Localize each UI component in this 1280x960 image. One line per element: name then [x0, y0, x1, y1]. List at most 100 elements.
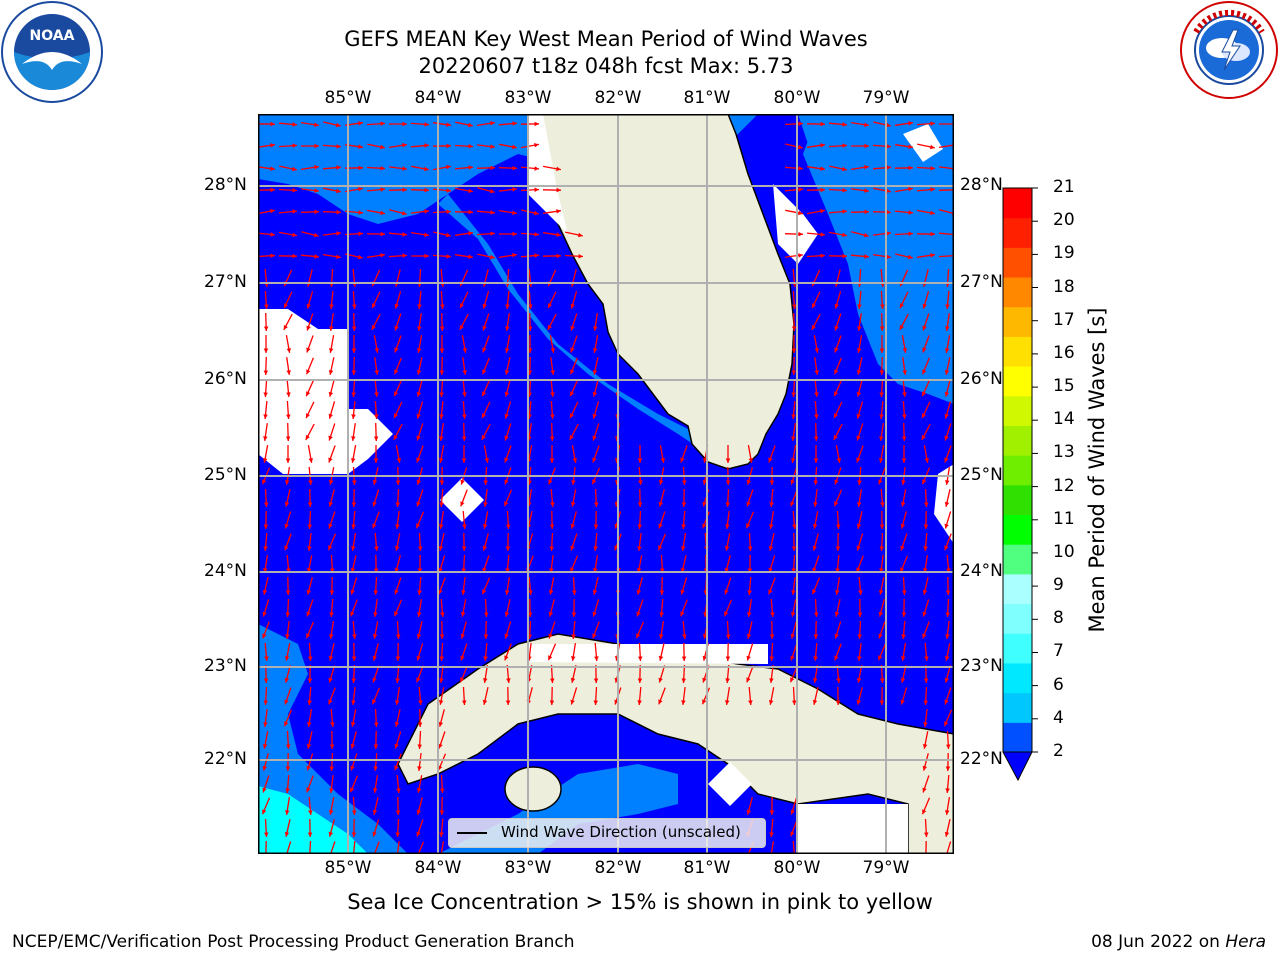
wave-direction-arrowhead [285, 590, 291, 595]
wave-direction-arrowhead [792, 700, 797, 705]
wave-direction-arrowhead [747, 568, 753, 573]
wave-direction-arrowhead [681, 546, 686, 551]
wave-direction-arrowhead [373, 436, 379, 441]
wave-direction-arrowhead [556, 253, 561, 259]
wave-direction-arrowhead [482, 545, 487, 551]
wave-direction-arrowhead [307, 722, 312, 727]
wave-direction-arrowhead [263, 722, 268, 727]
undefined-northeast [903, 124, 943, 162]
wave-direction-arrowhead [270, 121, 275, 127]
colorbar-tick-label: 7 [1053, 641, 1064, 662]
wave-direction-arrowhead [534, 143, 539, 148]
wave-direction-arrowhead [724, 546, 730, 551]
wave-direction-arrowhead [351, 832, 357, 837]
wave-direction-arrowhead [336, 254, 341, 259]
wave-direction-arrowhead [336, 165, 341, 170]
wave-direction-arrowhead [512, 210, 517, 215]
wave-direction-arrowhead [504, 633, 509, 639]
wave-direction-arrowhead [417, 348, 422, 353]
wave-direction-arrowhead [380, 210, 385, 215]
wave-direction-arrowhead [791, 436, 796, 441]
wave-direction-arrowhead [748, 700, 753, 705]
wave-direction-arrowhead [725, 656, 731, 661]
wave-direction-arrowhead [550, 392, 555, 397]
wave-direction-arrowhead [593, 326, 598, 331]
wave-direction-arrowhead [371, 324, 376, 330]
wave-direction-arrowhead [394, 611, 399, 617]
wave-direction-arrowhead [528, 590, 533, 595]
wave-direction-arrowhead [592, 413, 597, 419]
wave-direction-arrowhead [417, 326, 422, 331]
wave-direction-arrowhead [901, 612, 907, 617]
wave-direction-arrowhead [534, 187, 539, 192]
wave-direction-arrowhead [886, 231, 891, 236]
wave-direction-arrowhead [358, 121, 363, 126]
wave-direction-arrowhead [307, 502, 313, 507]
wave-direction-arrowhead [549, 458, 555, 463]
wave-direction-arrowhead [791, 348, 797, 353]
wave-direction-arrowhead [396, 458, 401, 463]
wave-direction-arrowhead [746, 677, 751, 683]
wave-direction-arrowhead [358, 144, 363, 149]
wave-direction-arrowhead [725, 458, 731, 463]
wave-direction-arrowhead [550, 502, 555, 507]
wave-direction-arrowhead [791, 546, 797, 551]
wave-direction-arrowhead [858, 590, 863, 595]
wave-direction-arrow [946, 841, 952, 854]
graticule [258, 114, 954, 854]
wave-direction-arrowhead [945, 612, 950, 617]
wave-direction-arrowhead [834, 611, 840, 617]
wave-direction-arrowhead [659, 634, 664, 639]
wave-direction-arrowhead [490, 144, 495, 149]
wave-direction-arrowhead [578, 232, 583, 238]
wave-direction-arrowhead [814, 392, 819, 397]
wave-direction-arrowhead [439, 656, 444, 661]
cuba-land [397, 633, 954, 854]
wave-direction-arrowhead [726, 634, 731, 639]
wave-direction-arrowhead [908, 121, 913, 126]
wave-direction-arrowhead [461, 590, 466, 595]
colorbar-segment [1003, 514, 1032, 545]
wave-direction-arrowhead [460, 612, 466, 617]
wave-direction-arrowhead [351, 348, 357, 353]
wave-direction-arrowhead [570, 325, 575, 331]
wave-direction-arrowhead [921, 434, 926, 440]
wave-direction-arrowhead [380, 166, 385, 171]
wave-direction-arrowhead [944, 677, 949, 683]
lat-label: 28°N [204, 175, 247, 195]
wave-direction-arrowhead [292, 209, 297, 214]
wave-direction-arrowhead [548, 590, 554, 595]
wave-direction-arrowhead [438, 700, 444, 705]
wave-direction-arrowhead [416, 457, 421, 463]
wave-direction-arrowhead [292, 188, 297, 193]
wave-direction-arrowhead [284, 721, 289, 727]
wave-direction-arrowhead [813, 678, 818, 683]
wave-direction-arrowhead [512, 121, 517, 126]
wave-direction-arrowhead [438, 721, 443, 727]
wave-direction-arrowhead [374, 414, 379, 419]
wave-direction-arrowhead [505, 568, 510, 573]
wave-direction-arrowhead [945, 810, 950, 815]
lat-label: 24°N [960, 561, 1003, 581]
wave-direction-arrowhead [504, 435, 509, 441]
wave-direction-arrowhead [350, 787, 355, 793]
wave-direction-arrow [792, 840, 796, 854]
wave-direction-arrowhead [401, 210, 407, 216]
wave-direction-arrowhead [328, 699, 333, 705]
wave-direction-arrowhead [864, 254, 869, 259]
wave-direction-arrowhead [306, 325, 311, 331]
wave-direction-arrowhead [820, 121, 825, 127]
wave-direction-arrow [770, 840, 775, 854]
wave-direction-arrowhead [314, 188, 319, 193]
wave-direction-arrowhead [374, 348, 379, 353]
nws-logo [1180, 1, 1278, 99]
wave-direction-arrowhead [769, 634, 775, 639]
map-legend: Wind Wave Direction (unscaled) [448, 818, 766, 848]
wave-direction-arrowhead [879, 524, 885, 529]
wave-direction-arrowhead [820, 209, 825, 214]
wave-direction-arrowhead [702, 699, 707, 705]
colorbar-segment [1003, 544, 1032, 575]
wave-direction-arrowhead [592, 435, 597, 441]
wave-direction-arrowhead [769, 656, 774, 661]
wave-direction-arrowhead [416, 435, 421, 441]
